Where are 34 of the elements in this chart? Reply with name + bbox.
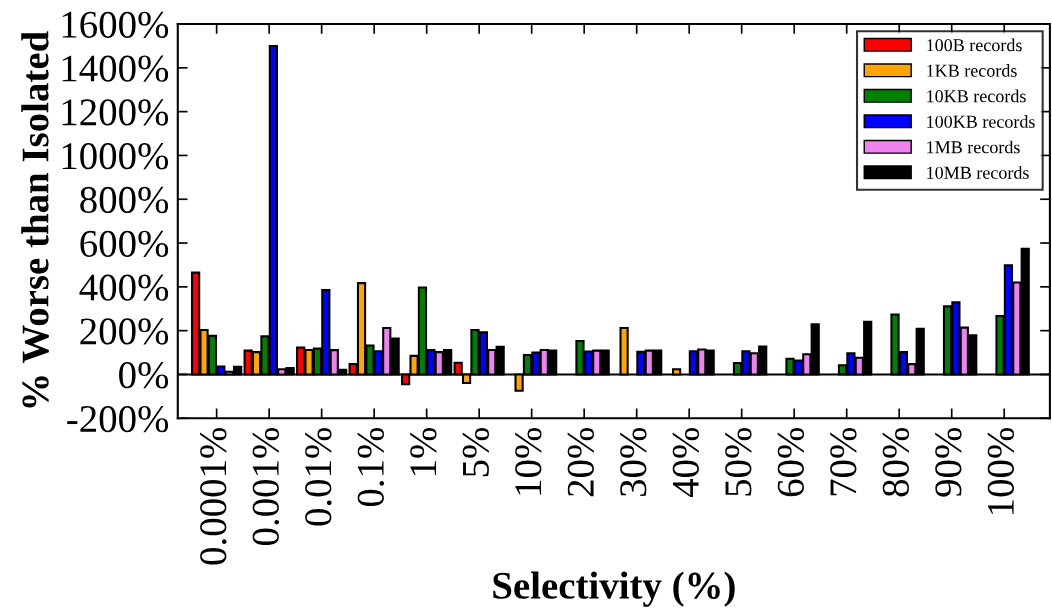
- x-tick-label: 10%: [515, 427, 542, 495]
- legend-label: 100B records: [927, 38, 1022, 52]
- y-tick-label: 400%: [79, 274, 169, 301]
- y-tick-label: 800%: [80, 186, 169, 214]
- x-tick-label: 5%: [462, 427, 490, 477]
- y-tick-label: 1000%: [62, 143, 169, 170]
- y-axis-title: % Worse than Isolated: [21, 31, 49, 408]
- x-tick-label: 50%: [725, 427, 752, 496]
- x-tick-label: 20%: [567, 427, 595, 497]
- x-tick-label: 80%: [882, 427, 910, 497]
- x-tick-label: 90%: [935, 427, 962, 497]
- x-tick-label: 0.001%: [252, 427, 280, 546]
- y-tick-label: 600%: [80, 230, 169, 258]
- legend-label: 100KB records: [927, 115, 1035, 128]
- legend-label: 10MB records: [927, 166, 1029, 179]
- y-tick-label: -200%: [67, 405, 169, 433]
- x-axis-title: Selectivity (%): [493, 571, 735, 607]
- y-tick-label: 1200%: [62, 99, 169, 126]
- y-tick-label: 1600%: [62, 11, 169, 39]
- legend-label: 1KB records: [927, 64, 1017, 77]
- x-tick-label: 0.01%: [305, 427, 332, 526]
- x-tick-label: 0.0001%: [200, 427, 227, 565]
- x-tick-label: 70%: [830, 427, 857, 496]
- x-tick-label: 0.1%: [357, 427, 385, 507]
- y-tick-label: 200%: [80, 318, 169, 345]
- legend-label: 1MB records: [927, 140, 1020, 154]
- x-tick-label: 100%: [987, 427, 1015, 514]
- legend-label: 10KB records: [927, 89, 1026, 103]
- x-tick-label: 1%: [410, 427, 437, 476]
- x-tick-label: 40%: [672, 427, 700, 498]
- y-tick-label: 0%: [119, 362, 169, 389]
- y-tick-label: 1400%: [62, 55, 169, 82]
- x-tick-label: 60%: [777, 427, 805, 497]
- x-tick-label: 30%: [620, 427, 647, 497]
